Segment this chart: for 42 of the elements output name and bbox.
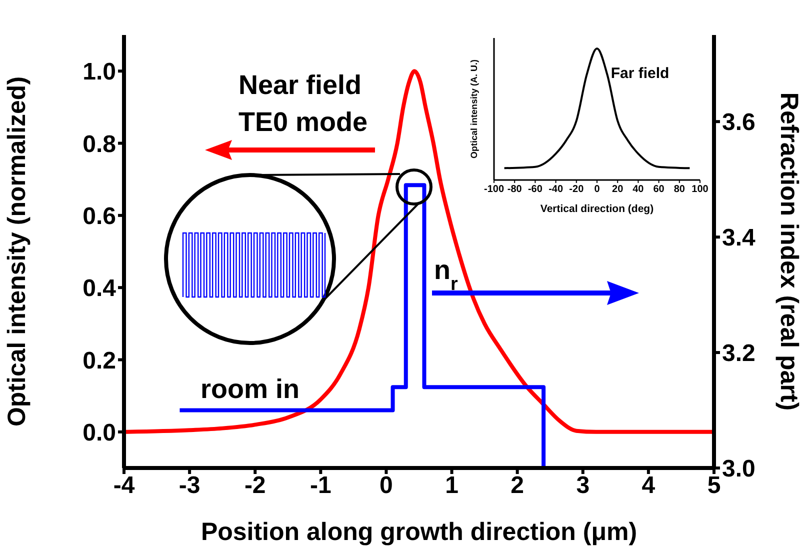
line-series xyxy=(124,69,714,434)
x-tick-label: -3 xyxy=(178,472,200,500)
x-tick-label: 1 xyxy=(445,472,458,500)
x-tick-label: 2 xyxy=(510,472,524,500)
y-tick-label: 0.0 xyxy=(82,419,116,446)
x-tick-label: 100 xyxy=(692,184,709,196)
y-tick-label: 0.2 xyxy=(82,347,116,374)
annotation: room in xyxy=(200,374,300,404)
y2-axis-title: Refraction index (real part) xyxy=(775,92,804,411)
y2-tick-label: 3.4 xyxy=(722,224,756,252)
y-axis-title: Optical intensity (A. U.) xyxy=(469,59,480,159)
x-tick-label: 80 xyxy=(674,184,686,196)
y-tick-label: 0.8 xyxy=(82,130,116,158)
y2-tick-label: 3.0 xyxy=(722,456,756,483)
x-tick-label: 0 xyxy=(594,184,600,196)
x-tick-label: 3 xyxy=(576,472,590,500)
y2-tick-label: 3.2 xyxy=(722,340,756,368)
x-axis-title: Position along growth direction (μm) xyxy=(200,518,638,546)
annotation: n$_{r}$ xyxy=(434,255,458,294)
x-tick-label: -4 xyxy=(113,472,136,500)
x-tick-label: -40 xyxy=(548,184,564,196)
x-tick-label: 40 xyxy=(632,184,644,196)
x-tick-label: -100 xyxy=(484,184,504,196)
annotation: TE0 mode xyxy=(238,107,368,137)
y-tick-label: 0.4 xyxy=(82,275,117,302)
x-tick-label: -60 xyxy=(528,184,543,196)
x-tick-label: 60 xyxy=(653,184,665,196)
x-axis-title: Vertical direction (deg) xyxy=(540,203,654,215)
x-tick-label: 5 xyxy=(707,472,721,500)
x-tick-label: 0 xyxy=(380,472,393,500)
x-tick-label: 4 xyxy=(642,472,656,500)
y-axis-title: Optical intensity (normalized) xyxy=(2,76,31,427)
y2-tick-label: 3.6 xyxy=(722,109,756,136)
x-tick-label: -1 xyxy=(310,472,332,500)
annotation: Near field xyxy=(238,70,362,100)
x-tick-label: 20 xyxy=(612,184,624,196)
y-tick-label: 0.6 xyxy=(82,202,116,230)
y-tick-label: 1.0 xyxy=(82,58,116,86)
annotation: Far field xyxy=(610,65,670,82)
x-tick-label: -20 xyxy=(569,184,584,196)
x-tick-label: -2 xyxy=(244,472,266,500)
x-tick-label: -80 xyxy=(507,184,522,196)
